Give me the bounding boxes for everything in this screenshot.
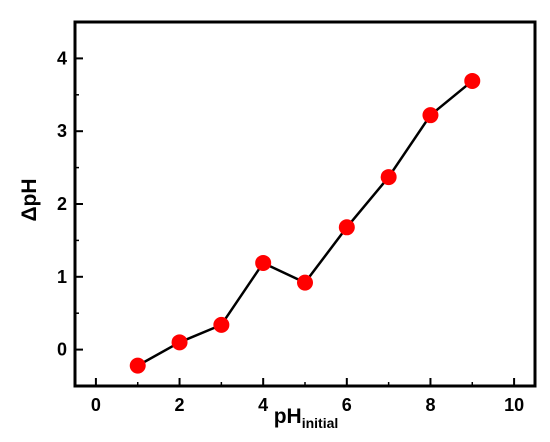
y-tick-label: 4	[57, 48, 67, 68]
x-axis-label: pHinitial	[274, 405, 339, 431]
data-point	[213, 316, 230, 333]
y-tick-label: 3	[57, 121, 67, 141]
x-tick-label: 2	[175, 395, 185, 415]
ticks-layer: 0 2 4 6 8 10 0 1 2 3 4	[57, 48, 524, 415]
data-point	[380, 169, 397, 186]
x-tick-label: 6	[342, 395, 352, 415]
data-point	[171, 334, 188, 351]
data-point	[129, 357, 146, 374]
data-point	[255, 254, 272, 271]
y-axis-label: ΔpH	[18, 178, 41, 221]
data-point	[464, 72, 481, 89]
data-point	[338, 219, 355, 236]
x-tick-label: 4	[258, 395, 268, 415]
x-axis-label-subscript: initial	[302, 415, 339, 431]
series-line	[137, 80, 474, 367]
x-tick-label: 8	[425, 395, 435, 415]
x-tick-label: 0	[91, 395, 101, 415]
y-tick-label: 1	[57, 267, 67, 287]
data-point	[297, 274, 313, 291]
x-tick-label: 10	[504, 395, 524, 415]
y-tick-label: 0	[57, 340, 67, 360]
series-layer	[129, 72, 481, 374]
data-point	[422, 107, 439, 124]
x-axis-label-main: pH	[274, 405, 302, 428]
y-tick-label: 2	[57, 194, 67, 214]
